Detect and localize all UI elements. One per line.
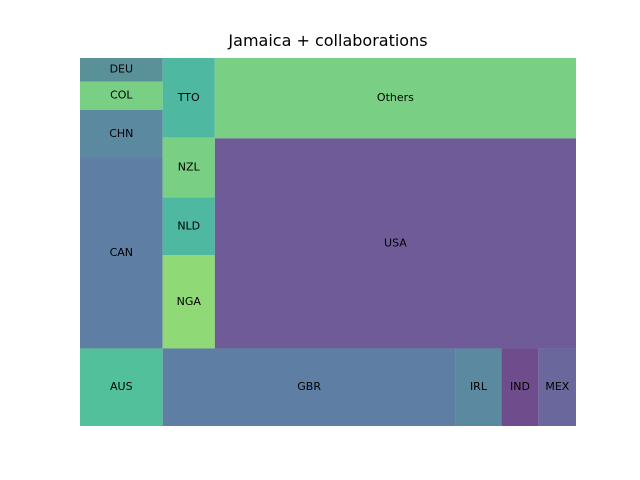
treemap-label-aus: AUS	[110, 380, 133, 393]
treemap-cell-chn	[80, 110, 163, 158]
treemap-cell-usa	[214, 138, 576, 349]
treemap-cell-deu	[80, 58, 163, 82]
treemap-cell-gbr	[162, 348, 456, 426]
treemap-cell-others	[214, 58, 576, 139]
treemap-cell-nzl	[162, 137, 215, 198]
treemap-label-mex: MEX	[545, 380, 569, 393]
treemap-cell-mex	[538, 348, 576, 426]
treemap-label-can: CAN	[110, 246, 133, 259]
treemap-cell-irl	[455, 348, 502, 426]
treemap-label-usa: USA	[384, 236, 407, 249]
chart-title: Jamaica + collaborations	[228, 31, 428, 50]
treemap-cell-nga	[162, 255, 215, 349]
treemap-cell-col	[80, 81, 163, 111]
treemap-label-nzl: NZL	[178, 161, 201, 174]
treemap-label-col: COL	[110, 89, 133, 102]
treemap-label-nld: NLD	[177, 219, 200, 232]
treemap-label-chn: CHN	[109, 127, 133, 140]
treemap-cell-can	[80, 157, 163, 349]
treemap-cell-tto	[162, 58, 215, 138]
treemap-label-gbr: GBR	[297, 380, 321, 393]
treemap-cell-ind	[501, 348, 539, 426]
treemap-cell-aus	[80, 348, 163, 426]
treemap-label-tto: TTO	[177, 91, 200, 104]
treemap-label-deu: DEU	[110, 63, 133, 76]
treemap-label-irl: IRL	[470, 380, 488, 393]
treemap-label-nga: NGA	[177, 295, 202, 308]
treemap-label-ind: IND	[510, 380, 530, 393]
treemap-cell-nld	[162, 197, 215, 256]
treemap-label-others: Others	[377, 91, 414, 104]
